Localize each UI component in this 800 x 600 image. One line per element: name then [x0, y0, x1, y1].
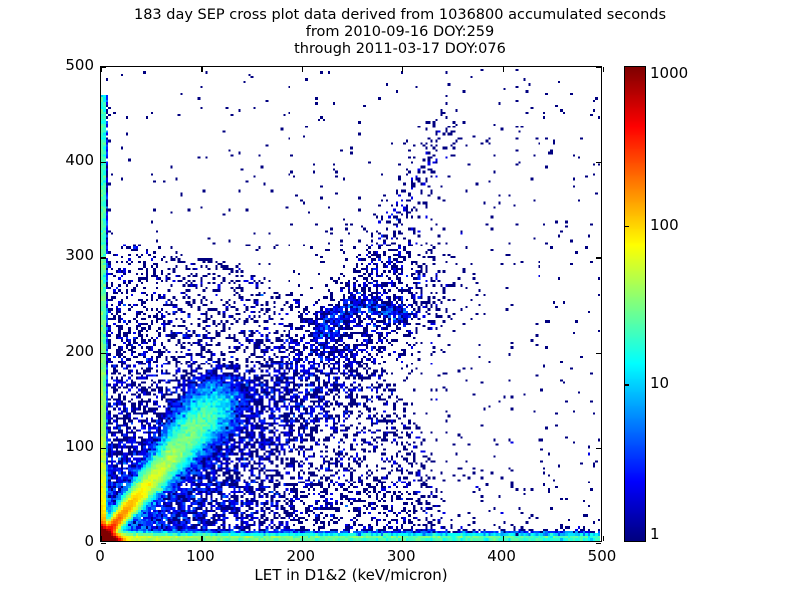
title-line-3: through 2011-03-17 DOY:076	[294, 41, 506, 57]
colorbar-tick	[625, 384, 629, 386]
plot-axes	[100, 66, 605, 545]
y-tick-label: 0	[84, 532, 94, 550]
x-tick-label: 200	[286, 547, 316, 565]
title-line-2: from 2010-09-16 DOY:259	[305, 24, 495, 40]
y-tick-right	[596, 352, 601, 354]
heatmap-canvas	[101, 67, 601, 541]
y-tick-label: 400	[65, 151, 94, 170]
x-tick-label: 0	[95, 547, 105, 565]
title-line-1: 183 day SEP cross plot data derived from…	[133, 7, 667, 23]
x-tick-top	[402, 67, 404, 72]
colorbar-tick-label: 1	[650, 525, 660, 543]
x-tick-label: 500	[587, 547, 617, 565]
y-tick-right	[596, 257, 601, 259]
x-tick-top	[603, 67, 605, 72]
colorbar-tick	[625, 225, 629, 227]
x-tick-top	[201, 67, 203, 72]
y-tick-right	[596, 447, 601, 450]
y-tick-right	[596, 67, 601, 69]
y-tick	[101, 162, 106, 164]
y-tick-label: 100	[65, 436, 94, 455]
y-tick-label: 200	[65, 341, 94, 360]
x-tick-top	[502, 67, 504, 72]
x-tick	[402, 536, 404, 541]
y-tick-right	[596, 162, 601, 164]
y-tick-label: 300	[65, 246, 94, 265]
x-tick	[201, 536, 203, 541]
y-tick-right	[596, 543, 601, 545]
x-tick-label: 400	[487, 547, 516, 565]
x-tick	[603, 536, 605, 541]
colorbar-tick-label: 100	[650, 215, 679, 234]
x-tick-top	[101, 67, 103, 72]
y-tick-label: 500	[65, 56, 94, 74]
colorbar-gradient	[625, 67, 645, 541]
x-tick-top	[301, 67, 304, 72]
y-tick	[101, 67, 106, 69]
y-tick	[101, 447, 106, 450]
x-axis-label: LET in D1&2 (keV/micron)	[254, 566, 448, 584]
x-tick-label: 300	[386, 547, 416, 565]
colorbar-tick-label: 1000	[650, 64, 689, 82]
x-tick	[502, 536, 504, 541]
y-tick	[101, 543, 106, 545]
x-tick	[301, 536, 304, 541]
colorbar	[624, 66, 646, 542]
x-tick	[101, 536, 103, 541]
y-tick	[101, 352, 106, 354]
colorbar-tick-label: 10	[650, 374, 670, 393]
x-tick-label: 100	[186, 547, 215, 565]
chart-title: 183 day SEP cross plot data derived from…	[0, 7, 800, 58]
y-tick	[101, 257, 106, 259]
